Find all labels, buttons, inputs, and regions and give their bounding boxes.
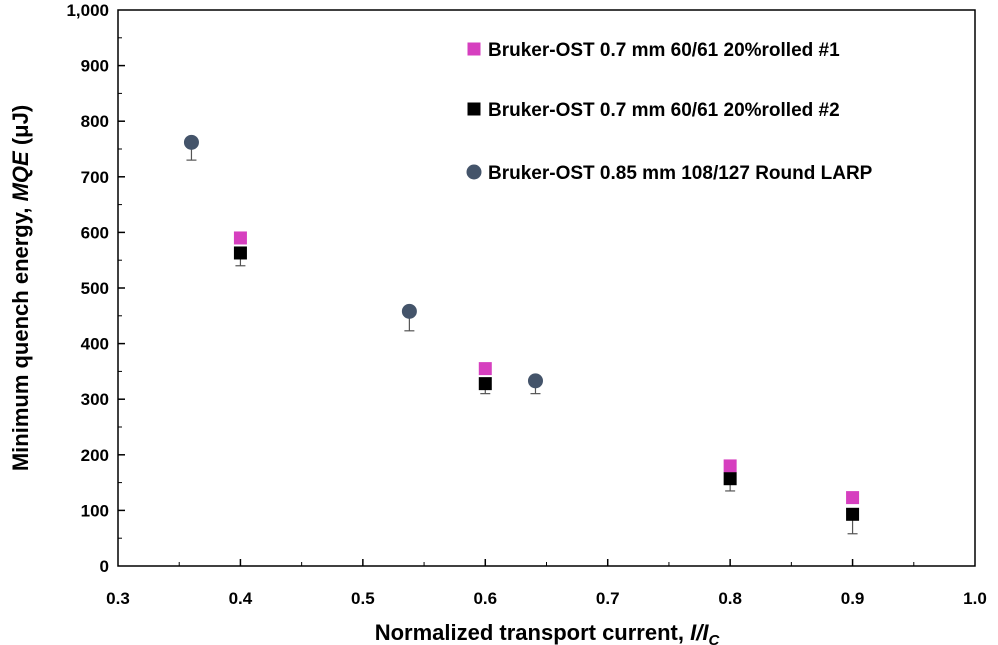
x-tick-label: 0.9 [841, 589, 865, 608]
data-point-series-2 [233, 246, 247, 260]
plot-frame [117, 9, 976, 567]
y-tick-label: 800 [81, 112, 109, 131]
y-tick-label: 1,000 [66, 1, 109, 20]
legend: Bruker-OST 0.7 mm 60/61 20%rolled #1 Bruk… [466, 40, 873, 184]
legend-label-series-1: Bruker-OST 0.7 mm 60/61 20%rolled #1 [488, 40, 840, 61]
data-point-series-1 [478, 362, 492, 376]
x-axis-title: Normalized transport current, I/IC [375, 620, 721, 645]
legend-marker-series-2 [467, 102, 481, 116]
x-tick-label: 0.8 [718, 589, 742, 608]
data-point-series-3 [183, 134, 199, 150]
data-point-series-2 [478, 377, 492, 391]
error-bars [186, 142, 858, 535]
y-tick-label: 400 [81, 335, 109, 354]
y-axis-title: Minimum quench energy, MQE (μJ) [8, 105, 33, 471]
data-point-series-1 [846, 491, 860, 505]
y-tick-label: 200 [81, 446, 109, 465]
x-tick-label: 0.6 [473, 589, 497, 608]
data-point-series-3 [401, 303, 417, 319]
y-tick-label: 900 [81, 57, 109, 76]
data-point-series-1 [233, 231, 247, 245]
data-point-series-2 [723, 472, 737, 486]
y-tick-label: 300 [81, 390, 109, 409]
y-tick-label: 0 [100, 557, 109, 576]
x-tick-label: 0.3 [106, 589, 130, 608]
data-point-series-2 [846, 507, 860, 521]
data-point-series-1 [723, 459, 737, 473]
legend-label-series-2: Bruker-OST 0.7 mm 60/61 20%rolled #2 [488, 100, 840, 121]
legend-marker-series-1 [467, 42, 481, 56]
legend-marker-series-3 [466, 164, 482, 180]
x-tick-label: 0.7 [596, 589, 620, 608]
x-tick-label: 1.0 [963, 589, 987, 608]
data-point-series-3 [527, 373, 543, 389]
y-tick-label: 600 [81, 223, 109, 242]
legend-label-series-3: Bruker-OST 0.85 mm 108/127 Round LARP [488, 163, 873, 184]
x-tick-label: 0.5 [351, 589, 375, 608]
data-points [183, 134, 860, 521]
y-tick-label: 700 [81, 168, 109, 187]
y-tick-label: 100 [81, 501, 109, 520]
x-tick-label: 0.4 [229, 589, 253, 608]
y-tick-label: 500 [81, 279, 109, 298]
axes: 0.3 0.4 0.5 0.6 0.7 0.8 0.9 1.0 0 100 200 300 400 500… [66, 1, 986, 608]
